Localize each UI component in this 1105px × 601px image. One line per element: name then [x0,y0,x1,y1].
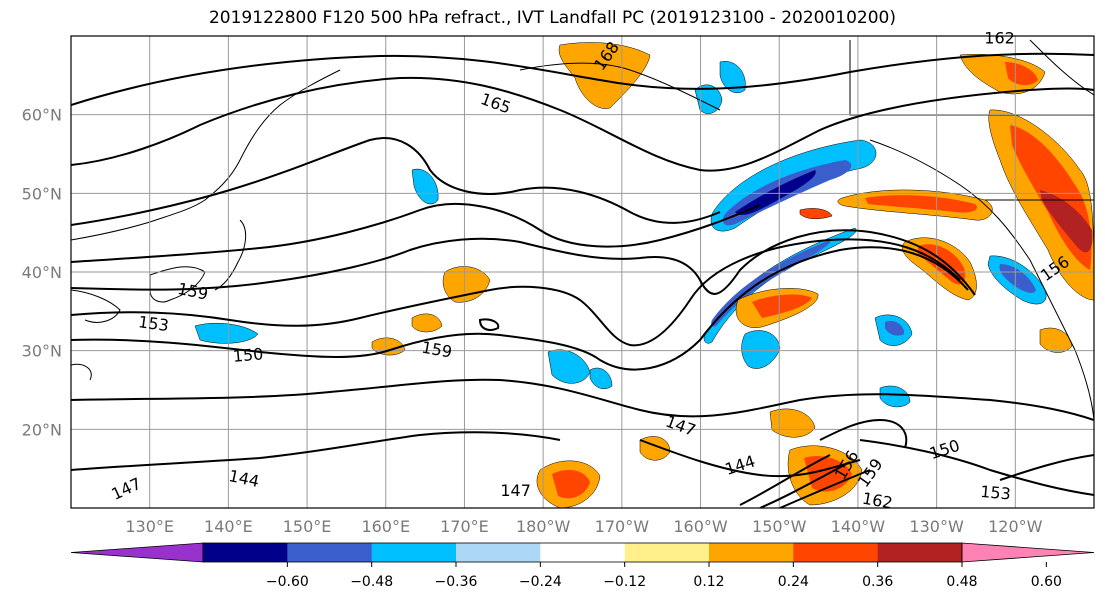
colorbar-segment [793,543,879,562]
lon-tick-label: 130°W [909,517,964,536]
colorbar-segment [456,543,541,562]
lat-tick-label: 60°N [22,106,62,125]
colorbar-tick-label: 0.48 [946,574,977,590]
lon-tick-label: 130°E [125,517,174,536]
lat-tick-label: 50°N [22,184,62,203]
lon-tick-label: 150°E [283,517,332,536]
shaded-field [194,42,1094,508]
colorbar-tick-label: 0.12 [693,574,724,590]
contour-label: 147 [108,474,144,504]
contour-label: 162 [861,489,894,513]
gridlines [71,36,1094,508]
map-title: 2019122800 F120 500 hPa refract., IVT La… [208,8,896,28]
colorbar-tick-label: −0.60 [266,574,309,590]
height-contours [71,52,1094,508]
lon-tick-label: 160°E [361,517,410,536]
lat-tick-label: 20°N [22,420,62,439]
colorbar-segment [287,543,373,562]
lon-tick-label: 170°E [440,517,489,536]
colorbar-tick-label: 0.24 [778,574,809,590]
contour-label: 150 [232,344,264,366]
colorbar-segment [877,543,963,562]
colorbar-tick-label: 0.36 [862,574,893,590]
contour-label: 159 [176,279,210,304]
contour-label: 144 [227,466,261,491]
contour-label: 153 [137,312,170,335]
contour-label: 159 [420,338,453,362]
lon-tick-label: 180°W [516,517,571,536]
colorbar-tick-label: 0.60 [1031,574,1062,590]
contour-label: 153 [980,482,1012,504]
colorbar-segment [371,543,457,562]
colorbar-frame [202,542,963,563]
colorbar-segment [709,543,794,562]
colorbar-segment [624,543,710,562]
lon-tick-label: 160°W [673,517,728,536]
lon-tick-label: 150°W [752,517,807,536]
colorbar-tick-label: −0.24 [519,574,562,590]
colorbar-tick-label: −0.48 [350,574,393,590]
lon-tick-label: 170°W [595,517,650,536]
map-frame [70,35,1095,509]
colorbar-segment [203,543,288,562]
contour-label: 147 [500,481,531,500]
lon-tick-label: 140°W [831,517,886,536]
contour-label: 165 [478,89,513,117]
colorbar-segment [540,543,626,562]
lon-tick-label: 140°E [204,517,253,536]
colorbar-tick-label: −0.12 [603,574,646,590]
colorbar-extend-high [961,542,1095,563]
contour-label: 162 [984,29,1015,48]
colorbar-tick-label: −0.36 [435,574,478,590]
axis-ticks: 130°E 140°E 150°E 160°E 170°E 180°W 170°W 160°W… [22,106,1043,536]
lat-tick-label: 30°N [22,342,62,361]
lat-tick-label: 40°N [22,263,62,282]
colorbar: −0.60 −0.48 −0.36 −0.24 −0.12 0.12 0.24 0.36 0.4… [70,542,1095,590]
lon-tick-label: 120°W [988,517,1043,536]
colorbar-extend-low [70,542,204,563]
